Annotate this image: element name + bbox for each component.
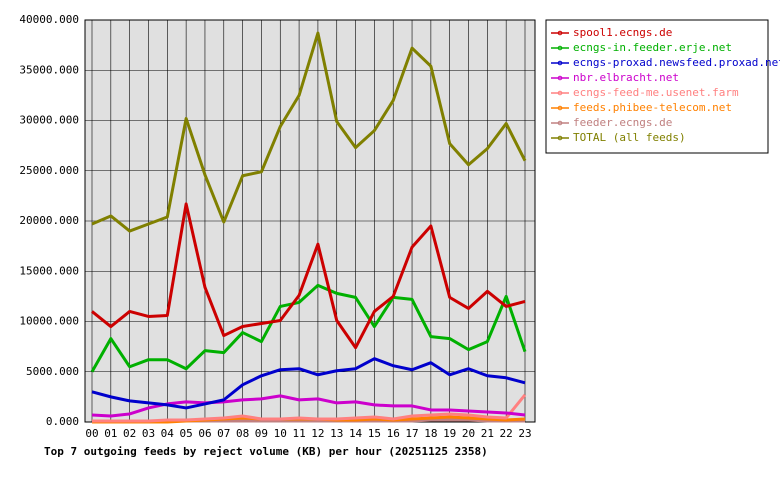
legend-label: ecngs-in.feeder.erje.net xyxy=(573,41,732,54)
x-tick-label: 22 xyxy=(500,427,513,440)
y-tick-label: 15000.000 xyxy=(19,264,79,277)
y-tick-label: 25000.000 xyxy=(19,164,79,177)
y-tick-label: 0.000 xyxy=(46,415,79,428)
legend-label: ecngs-feed-me.usenet.farm xyxy=(573,86,739,99)
legend-marker xyxy=(557,45,563,51)
legend-marker xyxy=(557,90,563,96)
legend-marker xyxy=(557,30,563,36)
x-tick-label: 00 xyxy=(85,427,98,440)
legend-marker xyxy=(557,60,563,66)
legend-label: TOTAL (all feeds) xyxy=(573,131,686,144)
series-line xyxy=(91,31,527,233)
series-line xyxy=(90,283,527,373)
series-line xyxy=(92,393,527,423)
legend xyxy=(545,19,769,154)
x-tick-label: 17 xyxy=(405,427,418,440)
x-tick-label: 16 xyxy=(387,427,400,440)
x-tick-label: 18 xyxy=(424,427,437,440)
chart-title: Top 7 outgoing feeds by reject volume (K… xyxy=(44,445,488,458)
x-tick-label: 14 xyxy=(349,427,363,440)
x-tick-label: 11 xyxy=(292,427,305,440)
x-tick-label: 03 xyxy=(142,427,155,440)
legend-label: feeds.phibee-telecom.net xyxy=(573,101,732,114)
x-tick-label: 15 xyxy=(368,427,381,440)
x-tick-label: 04 xyxy=(161,427,175,440)
x-tick-label: 09 xyxy=(255,427,268,440)
series-line xyxy=(91,357,526,410)
x-tick-label: 23 xyxy=(518,427,531,440)
legend-label: ecngs-proxad.newsfeed.proxad.net xyxy=(573,56,780,69)
x-tick-label: 13 xyxy=(330,427,343,440)
y-tick-label: 30000.000 xyxy=(19,114,79,127)
x-tick-label: 02 xyxy=(123,427,136,440)
legend-label: feeder.ecngs.de xyxy=(573,116,672,129)
series-line xyxy=(91,202,526,350)
y-tick-label: 5000.000 xyxy=(26,365,79,378)
x-tick-label: 05 xyxy=(180,427,193,440)
y-tick-label: 35000.000 xyxy=(19,63,79,76)
legend-marker xyxy=(557,135,563,141)
y-tick-label: 10000.000 xyxy=(19,315,79,328)
legend-label: spool1.ecngs.de xyxy=(573,26,672,39)
legend-marker xyxy=(557,105,563,111)
x-tick-label: 01 xyxy=(104,427,117,440)
x-tick-label: 08 xyxy=(236,427,249,440)
y-tick-label: 40000.000 xyxy=(19,13,79,26)
legend-label: nbr.elbracht.net xyxy=(573,71,679,84)
x-tick-label: 10 xyxy=(274,427,287,440)
x-tick-label: 06 xyxy=(198,427,211,440)
x-tick-label: 12 xyxy=(311,427,324,440)
x-tick-label: 20 xyxy=(462,427,475,440)
legend-marker xyxy=(557,75,563,81)
x-tick-label: 19 xyxy=(443,427,456,440)
legend-marker xyxy=(557,120,563,126)
x-tick-label: 21 xyxy=(481,427,494,440)
x-tick-label: 07 xyxy=(217,427,230,440)
y-tick-label: 20000.000 xyxy=(19,214,79,227)
